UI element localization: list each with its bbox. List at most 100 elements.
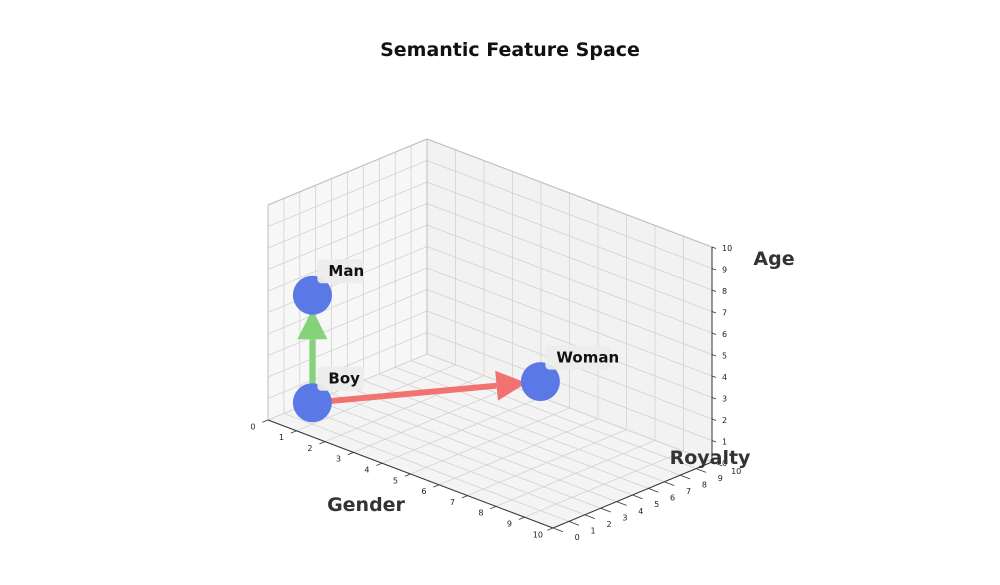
x-tick-mark (490, 506, 497, 510)
grid-line-back-z (426, 224, 713, 334)
chart-title: Semantic Feature Space (380, 39, 640, 61)
y-tick-label: 4 (638, 507, 643, 516)
y-tick-mark (632, 494, 643, 500)
y-tick-mark (711, 461, 723, 467)
point-label-bg-boy (317, 366, 364, 391)
point-label-man: Man (328, 262, 364, 280)
x-tick-mark (262, 419, 269, 423)
z-tick-label: 4 (722, 373, 727, 382)
grid-line-back-z (426, 181, 713, 291)
y-tick-label: 2 (606, 520, 611, 529)
grid-line-floor-y (347, 386, 633, 496)
grid-line-floor-x (495, 440, 656, 507)
pane-edge (426, 138, 713, 248)
z-tick-mark (711, 397, 717, 400)
y-tick-label: 3 (622, 513, 627, 522)
arrow-shaft-boy-woman (312, 382, 497, 406)
x-tick-mark (404, 473, 411, 477)
z-tick-mark (711, 418, 717, 421)
point-boy (292, 383, 332, 423)
grid-line-left-z (267, 181, 428, 249)
grid-line-left-z (267, 203, 428, 270)
z-tick-mark (711, 246, 717, 249)
y-tick-mark (616, 501, 627, 506)
grid-line-floor-x (438, 418, 599, 486)
x-tick-label: 7 (450, 498, 455, 507)
chart-arrows (297, 309, 527, 406)
x-tick-mark (319, 441, 326, 445)
z-tick-label: 5 (722, 352, 727, 361)
y-tick-label: 9 (718, 474, 723, 483)
z-tick-mark (711, 354, 717, 357)
x-tick-mark (347, 452, 354, 456)
grid-line-back-z (426, 246, 713, 355)
y-tick-mark (552, 527, 564, 533)
y-tick-label: 8 (702, 480, 707, 489)
z-tick-label: 3 (722, 395, 727, 404)
chart-points: Boy Man Woman (292, 259, 619, 423)
x-tick-mark (290, 430, 297, 434)
point-label-bg-woman (545, 345, 611, 370)
z-tick-mark (711, 311, 717, 314)
x-tick-label: 5 (393, 476, 398, 485)
x-tick-mark (433, 484, 440, 488)
z-tick-label: 9 (722, 266, 727, 275)
grid-line-left-z (267, 224, 428, 292)
grid-line-floor-x (467, 429, 627, 496)
chart-panes (268, 139, 712, 528)
y-tick-mark (695, 468, 707, 473)
grid-line-floor-y (410, 360, 697, 469)
y-tick-label: 0 (575, 533, 580, 542)
arrow-head-boy-man (297, 309, 328, 340)
y-tick-label: 10 (731, 467, 741, 476)
grid-line-floor-x (524, 450, 684, 518)
y-tick-label: 6 (670, 494, 675, 503)
x-tick-mark (376, 462, 383, 466)
z-tick-label: 6 (722, 330, 727, 339)
x-tick-mark (518, 516, 525, 520)
z-tick-mark (711, 289, 717, 292)
z-axis-label: Age (753, 248, 794, 270)
point-label-boy: Boy (328, 370, 360, 388)
z-tick-label: 10 (722, 244, 732, 253)
y-tick-mark (648, 488, 659, 493)
chart-ticks: 0 0 0 1 1 1 2 2 2 3 3 3 4 4 4 5 5 5 6 6 6 7 7 7 8 8 8 9 9 9 10 10 10 (250, 244, 741, 542)
y-tick-mark (584, 514, 595, 519)
y-axis-label: Royalty (670, 447, 751, 469)
grid-line-floor-y (363, 380, 649, 489)
x-tick-label: 10 (533, 530, 543, 539)
x-tick-mark (547, 527, 554, 531)
grid-line-floor-y (395, 366, 681, 476)
grid-line-left-z (267, 160, 428, 227)
grid-line-floor-y (426, 353, 713, 463)
y-tick-mark (568, 521, 580, 526)
pane-edge (267, 138, 428, 206)
point-label-woman: Woman (556, 349, 619, 367)
grid-line-back-z (426, 160, 713, 269)
z-tick-label: 7 (722, 309, 727, 318)
x-tick-label: 2 (307, 444, 312, 453)
x-tick-mark (461, 495, 468, 499)
x-tick-label: 4 (364, 466, 369, 475)
point-man (292, 275, 332, 315)
x-tick-label: 9 (507, 520, 512, 529)
z-tick-mark (711, 268, 717, 271)
x-tick-label: 0 (250, 422, 255, 431)
y-tick-mark (664, 481, 675, 486)
point-woman (520, 362, 560, 402)
z-tick-label: 8 (722, 287, 727, 296)
z-tick-mark (711, 375, 717, 378)
z-tick-mark (711, 332, 717, 335)
y-tick-mark (680, 474, 691, 480)
y-tick-mark (600, 507, 611, 513)
y-tick-label: 1 (591, 527, 596, 536)
grid-line-back-z (426, 203, 713, 312)
z-tick-mark (711, 440, 717, 443)
x-tick-label: 1 (279, 433, 284, 442)
point-label-bg-man (317, 259, 364, 284)
x-tick-label: 3 (336, 455, 341, 464)
z-tick-label: 1 (722, 438, 727, 447)
x-axis-label: Gender (327, 494, 405, 516)
